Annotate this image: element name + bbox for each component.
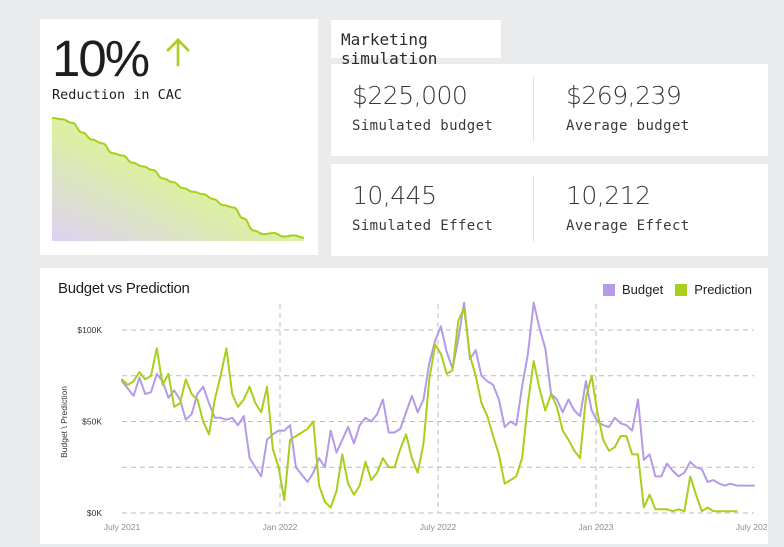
legend-label-prediction: Prediction <box>694 282 752 297</box>
cac-sparkline <box>52 117 305 241</box>
average-effect-value: 10,212 <box>566 181 651 210</box>
simulation-tag: Marketing simulation <box>331 20 501 68</box>
budget-vs-prediction-chart: July 2021 Jan 2022 July 2022 Jan 2023 July 2… <box>59 301 768 532</box>
legend-item-budget[interactable]: Budget <box>602 282 664 297</box>
legend-item-prediction[interactable]: Prediction <box>675 282 752 297</box>
x-tick-label: Jan 2023 <box>579 522 614 532</box>
y-axis-label: Budget \ Prediction <box>59 386 69 458</box>
arrow-up-icon <box>166 38 190 67</box>
simulated-budget-label: Simulated budget <box>352 118 494 134</box>
budget-stats-card: $225,000 Simulated budget $269,239 Avera… <box>331 64 768 156</box>
average-budget-stat: $269,239 Average budget <box>566 81 690 134</box>
budget-swatch <box>602 283 615 296</box>
average-budget-value: $269,239 <box>566 81 682 110</box>
kpi-value: 10% <box>52 30 150 87</box>
x-tick-label: Jan 2022 <box>263 522 298 532</box>
simulated-effect-value: 10,445 <box>352 181 437 210</box>
stat-divider <box>533 76 534 142</box>
y-tick-label: $0K <box>87 508 102 518</box>
stat-divider <box>533 176 534 242</box>
x-tick-label: July 2022 <box>420 522 457 532</box>
chart-title: Budget vs Prediction <box>58 280 190 297</box>
sparkline-area <box>52 118 304 241</box>
y-tick-label: $50K <box>82 417 102 427</box>
average-budget-label: Average budget <box>566 118 690 134</box>
effect-stats-card: 10,445 Simulated Effect 10,212 Average E… <box>331 164 768 256</box>
sparkline-line <box>52 117 305 239</box>
simulation-tag-label: Marketing simulation <box>341 30 438 68</box>
simulated-effect-label: Simulated Effect <box>352 218 494 234</box>
average-effect-label: Average Effect <box>566 218 690 234</box>
prediction-swatch <box>675 283 688 296</box>
y-tick-label: $100K <box>77 325 102 335</box>
x-tick-label: July 2021 <box>104 522 141 532</box>
legend-label-budget: Budget <box>621 282 664 297</box>
budget-vs-prediction-card: July 2021 Jan 2022 July 2022 Jan 2023 July 2… <box>40 268 768 544</box>
x-tick-label: July 2023 <box>736 522 768 532</box>
chart-legend: Budget Prediction <box>591 282 752 297</box>
simulated-budget-stat: $225,000 Simulated budget <box>352 81 493 134</box>
average-effect-stat: 10,212 Average Effect <box>566 181 690 234</box>
simulated-budget-value: $225,000 <box>352 81 468 110</box>
series-line-prediction <box>121 307 738 513</box>
series-line-budget <box>121 301 755 487</box>
simulated-effect-stat: 10,445 Simulated Effect <box>352 181 493 234</box>
kpi-card: 10% Reduction in CAC <box>40 19 318 255</box>
kpi-label: Reduction in CAC <box>52 87 183 103</box>
